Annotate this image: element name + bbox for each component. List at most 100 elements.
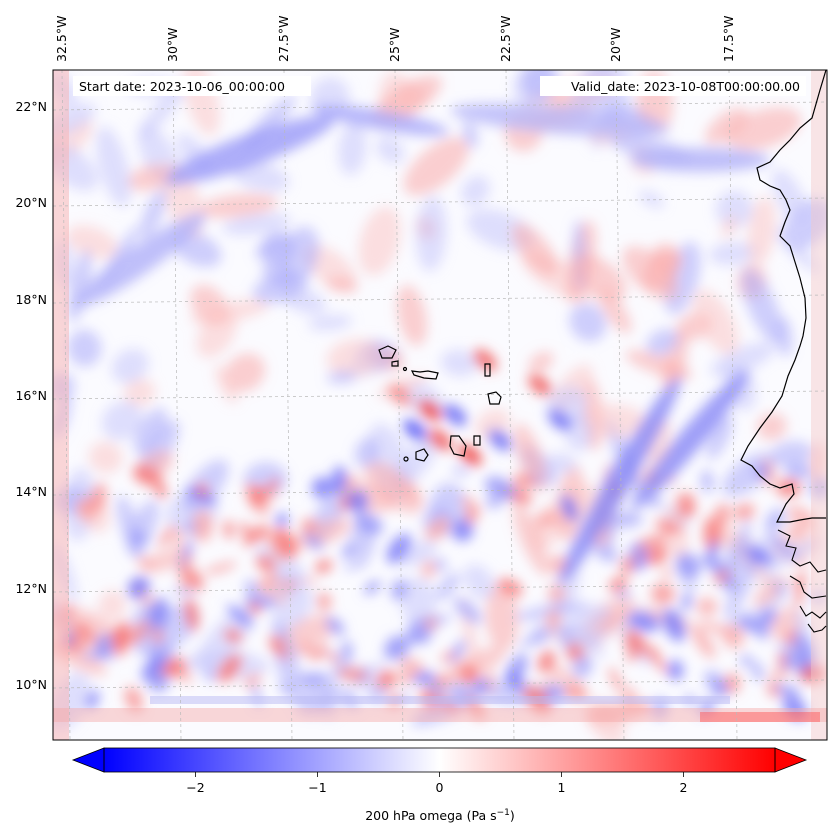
meridian-line xyxy=(615,70,625,740)
omega-texture-blob xyxy=(770,440,813,467)
omega-texture-blob xyxy=(457,663,468,681)
omega-texture-blob xyxy=(314,559,333,574)
omega-texture-blob xyxy=(705,107,748,145)
omega-texture-blob xyxy=(398,658,425,677)
omega-texture-blob xyxy=(458,444,482,466)
map-frame xyxy=(52,69,828,741)
omega-texture-blob xyxy=(363,461,424,514)
omega-texture-blob xyxy=(337,666,369,682)
omega-texture-blob xyxy=(667,659,684,681)
omega-texture-blob xyxy=(145,646,169,658)
omega-texture-blob xyxy=(98,590,126,621)
omega-texture-blob xyxy=(740,655,752,666)
omega-texture-blob xyxy=(425,516,450,541)
omega-texture-blob xyxy=(271,527,298,558)
lat-label-14n: 14°N xyxy=(15,484,47,499)
omega-texture-blob xyxy=(485,584,519,652)
omega-texture-blob xyxy=(648,647,668,674)
omega-texture-blob xyxy=(243,673,262,688)
lon-label-30w: 30°W xyxy=(165,27,180,62)
cape-verde-islands xyxy=(378,345,502,462)
omega-texture-blob xyxy=(403,137,469,196)
omega-texture-blob xyxy=(252,272,308,304)
omega-texture-blob xyxy=(560,494,579,522)
omega-texture-blob xyxy=(141,651,168,681)
omega-texture-blob xyxy=(243,485,278,498)
omega-texture-blob xyxy=(534,510,560,528)
omega-texture-blob xyxy=(415,196,447,272)
omega-texture-blob xyxy=(267,478,280,491)
omega-texture-blob xyxy=(123,378,156,407)
lat-label-10n: 10°N xyxy=(15,677,47,692)
omega-texture-blob xyxy=(756,609,770,640)
colorbar-extend-max xyxy=(774,747,808,773)
omega-texture-blob xyxy=(631,550,642,560)
colorbar-tick-label: −2 xyxy=(186,780,204,795)
colorbar-tick-label: 2 xyxy=(680,780,688,795)
omega-texture-blob xyxy=(799,664,826,684)
omega-texture-blob xyxy=(548,409,572,431)
omega-texture-blob xyxy=(651,583,675,605)
omega-texture-blob xyxy=(710,342,775,377)
omega-texture-blob xyxy=(421,560,436,579)
omega-texture-blob xyxy=(408,634,431,644)
omega-texture-blob xyxy=(564,619,605,658)
omega-texture-blob xyxy=(756,413,787,440)
omega-texture-blob xyxy=(223,520,234,540)
omega-texture-blob xyxy=(452,520,474,542)
omega-texture-blob xyxy=(354,512,383,535)
omega-texture-blob xyxy=(751,661,764,682)
omega-texture-blob xyxy=(101,401,144,441)
lon-label-20w: 20°W xyxy=(608,27,623,62)
omega-texture-blob xyxy=(346,489,369,513)
omega-texture-blob xyxy=(255,555,277,573)
omega-texture-blob xyxy=(775,228,819,273)
omega-texture-blob xyxy=(512,473,537,489)
omega-texture-blob xyxy=(548,453,577,474)
boundary-band-south xyxy=(53,708,827,722)
colorbar-label: 200 hPa omega (Pa s−1) xyxy=(365,808,515,823)
omega-texture-blob xyxy=(308,314,353,331)
omega-texture-blob xyxy=(367,583,376,592)
omega-texture-blob xyxy=(559,375,681,585)
omega-texture-blob xyxy=(127,164,175,191)
omega-texture-blob xyxy=(214,364,238,404)
omega-texture-blob xyxy=(278,683,294,695)
omega-texture-blob xyxy=(485,494,503,509)
omega-texture-blob xyxy=(178,552,194,578)
omega-texture-blob xyxy=(224,628,243,644)
omega-texture-blob xyxy=(619,557,635,575)
omega-texture-blob xyxy=(585,699,652,724)
lat-label-16n: 16°N xyxy=(15,388,47,403)
omega-texture-blob xyxy=(572,654,593,679)
omega-texture-blob xyxy=(275,513,289,527)
omega-texture-blob xyxy=(692,289,739,355)
omega-texture-blob xyxy=(542,661,584,690)
omega-texture-blob xyxy=(637,533,670,549)
omega-texture-blob xyxy=(384,347,404,372)
colorbar-label-main: 200 hPa omega (Pa s xyxy=(365,808,496,823)
omega-texture-blob xyxy=(616,590,631,599)
colorbar-label-sup: −1 xyxy=(497,808,510,818)
omega-texture-blob xyxy=(724,553,759,619)
omega-texture-blob xyxy=(418,399,442,421)
omega-texture-blob xyxy=(244,580,261,598)
island-fogo xyxy=(415,448,429,462)
meridian-line xyxy=(283,70,293,740)
omega-texture-blob xyxy=(358,206,401,276)
boundary-band-east xyxy=(811,70,827,740)
omega-texture-blob xyxy=(772,169,810,228)
omega-texture-blob xyxy=(696,597,718,616)
omega-texture-blob xyxy=(745,546,773,566)
lon-label-27-5w: 27.5°W xyxy=(276,16,291,62)
meridian-line xyxy=(61,70,71,740)
omega-texture-blob xyxy=(316,592,332,611)
lon-label-25w: 25°W xyxy=(387,27,402,62)
omega-texture-blob xyxy=(342,543,355,560)
omega-texture-blob xyxy=(676,552,701,578)
omega-texture-blob xyxy=(527,625,553,646)
latitude-labels: 22°N 20°N 18°N 16°N 14°N 12°N 10°N xyxy=(15,99,47,692)
omega-texture-blob xyxy=(129,533,148,542)
longitude-labels: 32.5°W 30°W 27.5°W 25°W 22.5°W 20°W 17.5… xyxy=(54,16,736,62)
omega-texture-blob xyxy=(713,569,731,584)
